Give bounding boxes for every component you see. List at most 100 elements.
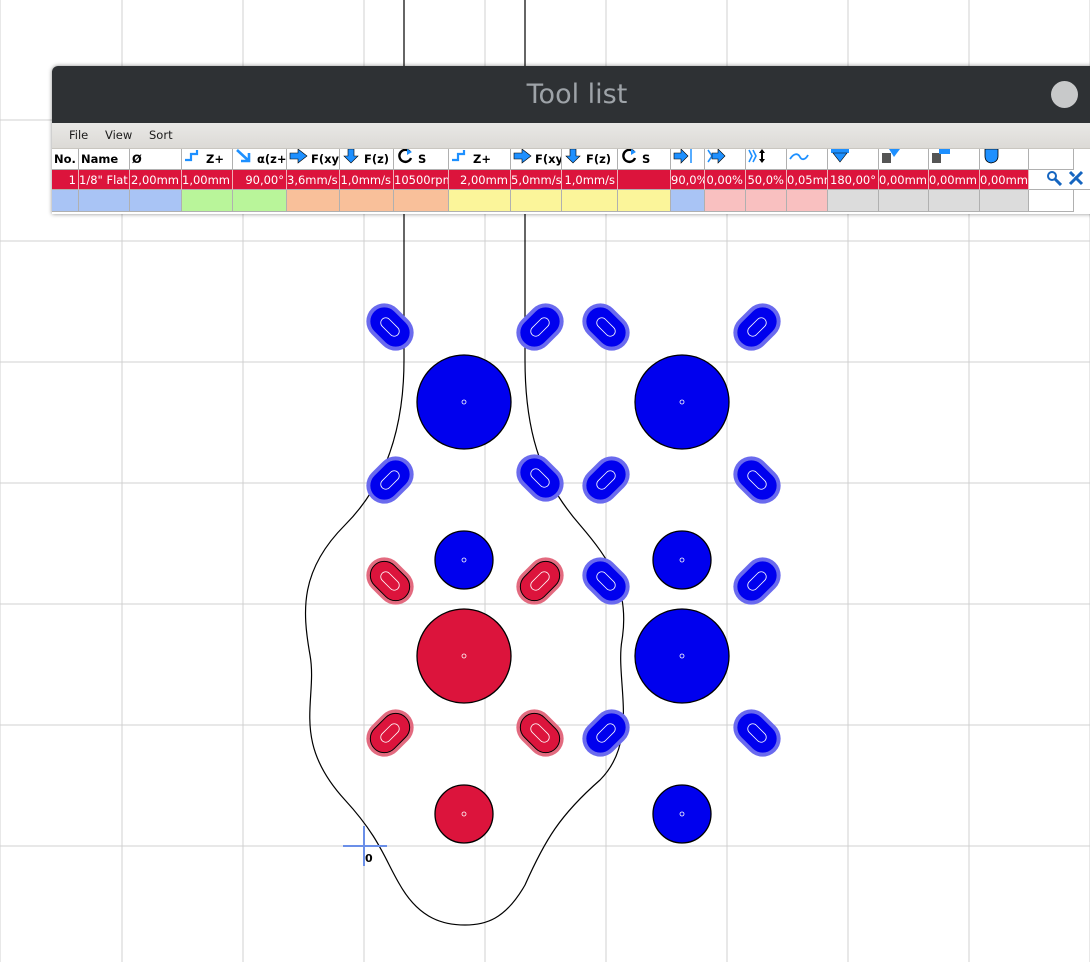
column-header[interactable]: Z+ [182, 149, 233, 170]
column-group-color [705, 190, 746, 212]
tool-row-cell[interactable]: 5,0mm/s [511, 170, 562, 190]
slot-feature[interactable] [359, 296, 421, 358]
slot-feature[interactable] [575, 449, 637, 511]
small-hole[interactable] [434, 784, 494, 844]
tool-row-cell[interactable]: 0,00% [705, 170, 746, 190]
column-header-label: No. [54, 151, 76, 166]
small-hole[interactable] [434, 530, 494, 590]
column-group-color [746, 190, 787, 212]
column-header[interactable] [787, 149, 828, 170]
large-hole[interactable] [416, 608, 512, 704]
slot-feature[interactable] [359, 550, 421, 612]
tool-row-cell[interactable]: 180,00° [828, 170, 879, 190]
column-group-color [787, 190, 828, 212]
column-header[interactable] [980, 149, 1029, 170]
slot-feature[interactable] [359, 449, 421, 511]
slot-feature[interactable] [726, 296, 788, 358]
tool-row-cell[interactable]: 1,00mm [182, 170, 233, 190]
column-header[interactable]: No. [52, 149, 79, 170]
close-button[interactable] [1051, 81, 1078, 108]
tool-row-cell[interactable]: 90,0% [671, 170, 705, 190]
wave-icon [789, 149, 811, 169]
column-group-color [52, 190, 79, 212]
column-header[interactable]: Name [79, 149, 130, 170]
column-header[interactable] [705, 149, 746, 170]
column-header-label: α(z+) [257, 151, 287, 166]
large-hole[interactable] [634, 608, 730, 704]
column-header[interactable]: S [394, 149, 449, 170]
tool-row-cell[interactable]: 1 [52, 170, 79, 190]
column-header[interactable] [879, 149, 929, 170]
column-group-color [79, 190, 130, 212]
tool-row-cell[interactable] [618, 170, 671, 190]
column-header[interactable]: F(z) [340, 149, 394, 170]
tool-row-cell[interactable]: 1,0mm/s [340, 170, 394, 190]
step-up-icon [184, 149, 206, 169]
column-group-color [980, 190, 1029, 212]
delete-tool-icon[interactable] [1068, 170, 1084, 189]
step-up-icon [451, 149, 473, 169]
small-hole[interactable] [652, 784, 712, 844]
column-header[interactable] [671, 149, 705, 170]
slot-feature[interactable] [575, 702, 637, 764]
small-hole[interactable] [652, 530, 712, 590]
large-hole[interactable] [416, 354, 512, 450]
menu-sort[interactable]: Sort [149, 128, 173, 142]
column-header[interactable] [1029, 149, 1074, 170]
menu-view[interactable]: View [105, 128, 133, 142]
slot-feature[interactable] [509, 296, 571, 358]
v-bit-icon [830, 149, 852, 169]
column-header[interactable]: F(xy) [511, 149, 562, 170]
slot-feature[interactable] [359, 702, 421, 764]
column-group-color [287, 190, 340, 212]
tool-row-cell[interactable]: 3,6mm/s [287, 170, 340, 190]
column-header-label: F(z) [586, 151, 612, 166]
tool-row-cell[interactable]: 0,05mm [787, 170, 828, 190]
arrow-down-icon [564, 149, 586, 169]
column-header[interactable]: F(xy) [287, 149, 340, 170]
menu-bar: File View Sort [52, 123, 1090, 149]
column-group-color [929, 190, 980, 212]
slot-feature[interactable] [575, 550, 637, 612]
column-group-color [618, 190, 671, 212]
column-header-label: Z+ [473, 151, 491, 166]
column-header-label: F(z) [364, 151, 390, 166]
tool-row-cell[interactable]: 0,00mm [929, 170, 980, 190]
tool-row-cell[interactable]: 2,00mm [449, 170, 511, 190]
search-icon[interactable] [1046, 170, 1063, 189]
column-header[interactable]: Ø [130, 149, 182, 170]
slot-feature[interactable] [726, 550, 788, 612]
column-header[interactable] [929, 149, 980, 170]
tool-row-cell[interactable]: 0,00mm [879, 170, 929, 190]
slot-feature[interactable] [509, 447, 571, 509]
origin-label: 0 [365, 852, 373, 865]
slot-feature[interactable] [726, 702, 788, 764]
tool-row-cell[interactable]: 10500rpm [394, 170, 449, 190]
tool-row-cell[interactable]: 2,00mm [130, 170, 182, 190]
slot-feature[interactable] [575, 296, 637, 358]
rotate-icon [620, 149, 642, 169]
slot-feature[interactable] [509, 550, 571, 612]
slot-feature[interactable] [509, 702, 571, 764]
title-bar[interactable]: Tool list [52, 66, 1090, 123]
column-header-label: Ø [132, 151, 142, 166]
column-group-color [340, 190, 394, 212]
column-group-color [562, 190, 618, 212]
tool-row-cell[interactable]: 0,00mm [980, 170, 1029, 190]
column-header[interactable]: S [618, 149, 671, 170]
column-header[interactable] [746, 149, 787, 170]
column-header[interactable]: F(z) [562, 149, 618, 170]
tool-row-cell[interactable]: 50,0% [746, 170, 787, 190]
tool-row-cell[interactable]: 1,0mm/s [562, 170, 618, 190]
tool-row-cell[interactable]: 90,00° [233, 170, 287, 190]
slot-feature[interactable] [726, 449, 788, 511]
column-group-color [671, 190, 705, 212]
column-header[interactable]: Z+ [449, 149, 511, 170]
column-header[interactable] [828, 149, 879, 170]
column-header[interactable]: α(z+) [233, 149, 287, 170]
large-hole[interactable] [634, 354, 730, 450]
tool-row-cell[interactable]: 1/8" Flat [79, 170, 130, 190]
menu-file[interactable]: File [69, 128, 89, 142]
